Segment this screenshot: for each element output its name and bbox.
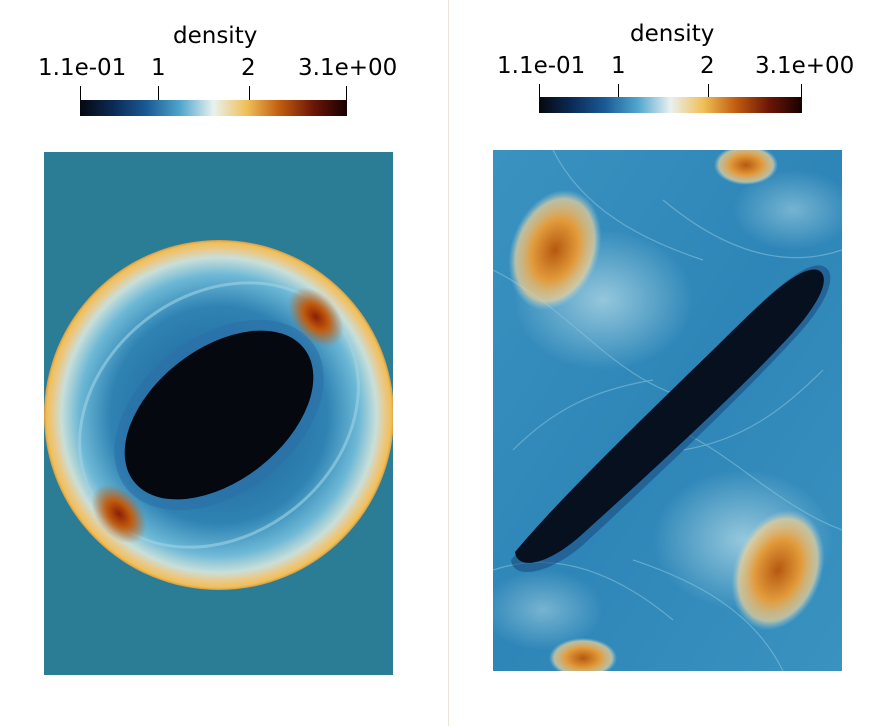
high-density-spot-upper [288, 287, 344, 347]
colorbar-gradient [80, 100, 347, 116]
colorbar-tick-label-1: 1 [611, 53, 626, 79]
colorbar-tick-label-max: 3.1e+00 [298, 55, 398, 81]
colorbar-tick-label-min: 1.1e-01 [497, 53, 586, 79]
density-field-plot [44, 152, 393, 675]
light-region [733, 170, 842, 250]
colorbar-tick-label-min: 1.1e-01 [38, 55, 127, 81]
colorbar-tick-label-2: 2 [241, 55, 256, 81]
colorbar-tick-label-max: 3.1e+00 [755, 53, 855, 79]
low-density-filament [515, 269, 824, 563]
colorbar-tick-min [539, 84, 540, 98]
left-panel: density 1.1e-01 1 2 3.1e+00 [38, 23, 398, 675]
panel-divider [448, 0, 449, 726]
light-region [493, 570, 603, 650]
right-panel: density 1.1e-01 1 2 3.1e+00 [451, 0, 887, 726]
density-field-plot [493, 150, 842, 671]
colorbar-tick-label-2: 2 [700, 53, 715, 79]
dense-clump-top [714, 150, 778, 185]
colorbar-tick-1 [158, 86, 159, 100]
colorbar-tick-max [801, 84, 802, 98]
colorbar-title: density [630, 21, 715, 47]
colorbar-gradient [539, 97, 802, 113]
colorbar-tick-label-1: 1 [151, 55, 166, 81]
colorbar-tick-2 [708, 84, 709, 98]
high-density-spot-lower [91, 484, 147, 544]
colorbar-tick-max [346, 86, 347, 100]
colorbar-tick-1 [618, 84, 619, 98]
low-density-bubble [124, 330, 314, 500]
colorbar-tick-min [80, 86, 81, 100]
dense-clump-lower-right [731, 509, 825, 631]
colorbar-title: density [173, 23, 258, 49]
dense-clump-upper-left [508, 189, 602, 311]
colorbar-tick-2 [249, 86, 250, 100]
dense-clump-bottom [549, 638, 617, 671]
